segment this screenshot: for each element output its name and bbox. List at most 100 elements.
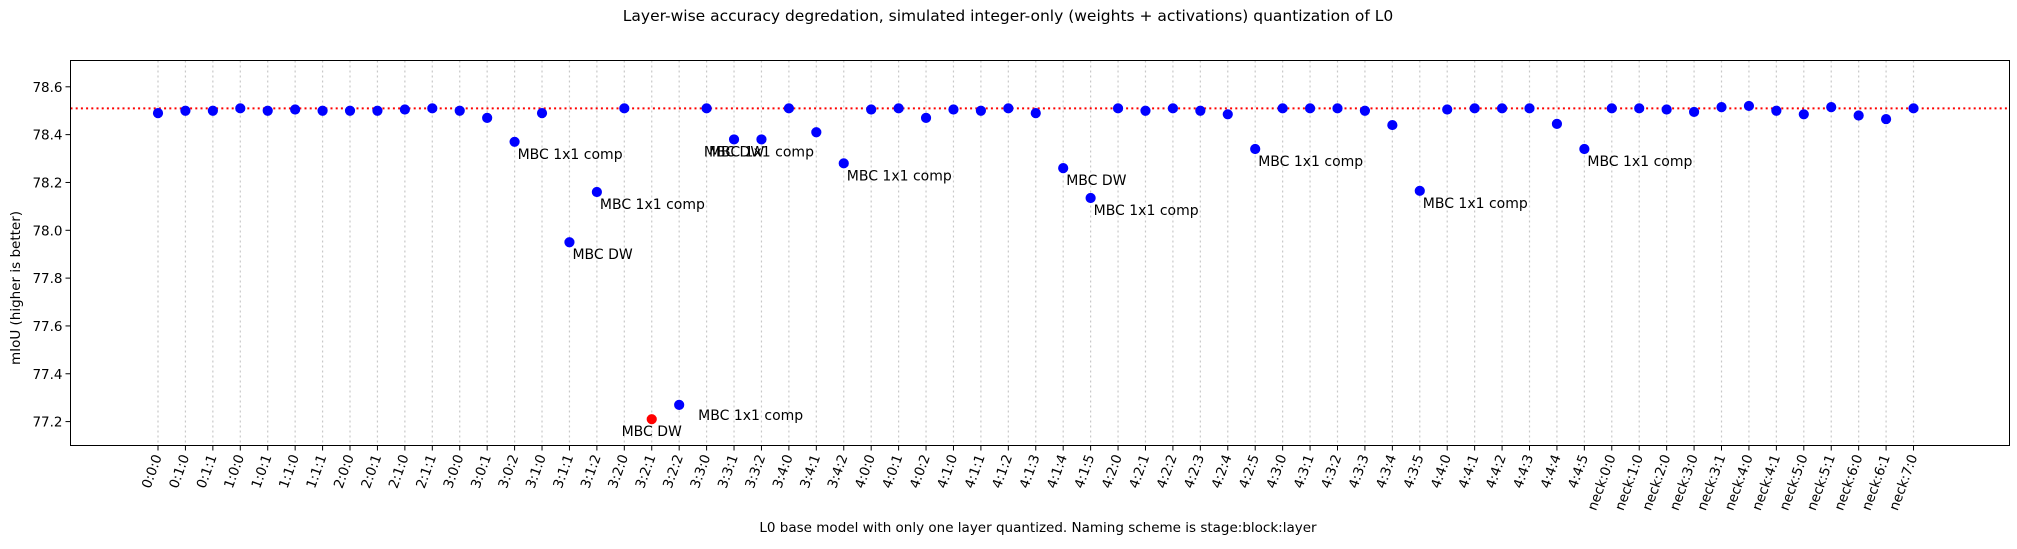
x-tick-label: 3:1:2 bbox=[578, 452, 605, 490]
data-point bbox=[1743, 100, 1755, 112]
data-point bbox=[262, 105, 273, 116]
data-point bbox=[1688, 106, 1700, 118]
x-tick-label: 3:3:1 bbox=[715, 452, 742, 490]
data-point bbox=[1112, 103, 1124, 114]
y-tick-label: 77.4 bbox=[32, 367, 62, 383]
x-tick-label: 2:1:1 bbox=[413, 452, 440, 490]
x-tick-label: 4:4:3 bbox=[1510, 452, 1537, 490]
data-point bbox=[1250, 143, 1261, 155]
data-point bbox=[1003, 103, 1014, 114]
data-point bbox=[1414, 185, 1425, 196]
x-tick-label: 0:1:1 bbox=[194, 452, 221, 490]
data-points bbox=[152, 100, 1919, 425]
x-tick-label: 4:3:5 bbox=[1401, 452, 1428, 490]
x-tick-label: 4:0:2 bbox=[907, 452, 934, 490]
x-tick-label: 3:3:0 bbox=[687, 452, 714, 490]
data-point bbox=[1332, 103, 1343, 114]
data-point bbox=[1277, 103, 1288, 114]
data-point bbox=[756, 134, 767, 145]
x-tick-label: 4:4:4 bbox=[1538, 452, 1565, 490]
data-point bbox=[1387, 119, 1398, 131]
x-tick-label: 3:2:0 bbox=[605, 452, 632, 490]
data-point bbox=[1496, 103, 1508, 114]
x-tick-label: 2:1:0 bbox=[386, 452, 413, 490]
data-point bbox=[1030, 108, 1041, 119]
x-tick-label: 4:1:2 bbox=[989, 452, 1016, 490]
data-point bbox=[536, 108, 548, 119]
x-tick-label: 4:3:4 bbox=[1373, 452, 1400, 490]
annotation-label: MBC 1x1 comp bbox=[1094, 203, 1199, 219]
data-point bbox=[152, 108, 164, 119]
data-point bbox=[1579, 143, 1590, 155]
data-point bbox=[646, 414, 657, 425]
data-point bbox=[1771, 105, 1782, 116]
annotation-label: MBC DW bbox=[704, 144, 764, 160]
x-tick-label: 3:3:2 bbox=[742, 452, 769, 490]
data-point bbox=[372, 105, 383, 116]
data-point bbox=[619, 103, 630, 114]
x-tick-label: 3:4:0 bbox=[770, 452, 797, 490]
x-tick-label: 1:1:0 bbox=[276, 452, 303, 490]
data-point bbox=[454, 105, 465, 116]
x-axis-ticks: 0:0:0 0:1:0 0:1:1 1:0:0 1:0:1 1:1:0 1:1:1 2:0:0… bbox=[139, 445, 1921, 513]
annotation-label: MBC 1x1 comp bbox=[1423, 196, 1528, 212]
annotation-label: MBC DW bbox=[1066, 173, 1126, 189]
x-tick-label: 3:4:2 bbox=[825, 452, 852, 490]
annotation-label: MBC 1x1 comp bbox=[1258, 154, 1363, 170]
annotation-label: MBC 1x1 comp bbox=[698, 408, 803, 424]
y-tick-label: 78.6 bbox=[32, 80, 62, 96]
data-point bbox=[893, 103, 904, 114]
x-tick-label: 4:1:3 bbox=[1017, 452, 1044, 490]
y-tick-label: 77.6 bbox=[32, 319, 62, 335]
data-point bbox=[838, 158, 849, 169]
data-point bbox=[1798, 109, 1809, 120]
chart-title: Layer-wise accuracy degredation, simulat… bbox=[623, 7, 1393, 25]
annotation-label: MBC DW bbox=[572, 247, 632, 263]
data-point bbox=[427, 103, 438, 114]
data-point bbox=[180, 105, 191, 116]
x-tick-label: 4:1:0 bbox=[934, 452, 961, 490]
plot-frame bbox=[70, 60, 2010, 446]
data-point bbox=[866, 104, 877, 115]
x-tick-label: 4:4:5 bbox=[1565, 452, 1592, 490]
x-tick-label: 3:1:1 bbox=[550, 452, 577, 490]
x-tick-label: 0:1:0 bbox=[166, 452, 193, 490]
x-tick-label: 3:0:1 bbox=[468, 452, 495, 490]
x-tick-label: 4:1:1 bbox=[962, 452, 989, 490]
data-point bbox=[1085, 192, 1096, 204]
data-point bbox=[1634, 103, 1645, 114]
x-tick-label: 4:3:1 bbox=[1291, 452, 1318, 490]
data-point bbox=[344, 105, 356, 116]
data-point bbox=[1222, 109, 1233, 120]
annotation-label: MBC 1x1 comp bbox=[847, 168, 952, 184]
x-tick-label: 0:0:0 bbox=[139, 452, 166, 490]
data-point bbox=[701, 103, 712, 114]
data-point bbox=[728, 134, 740, 145]
annotation-label: MBC 1x1 comp bbox=[709, 144, 814, 160]
data-point bbox=[1826, 102, 1837, 113]
data-point bbox=[1167, 103, 1179, 114]
data-point bbox=[1908, 103, 1919, 114]
data-point bbox=[399, 104, 410, 115]
data-point bbox=[482, 112, 493, 123]
x-tick-label: 4:2:1 bbox=[1126, 452, 1153, 490]
x-tick-label: 3:2:1 bbox=[633, 452, 660, 490]
x-tick-label: 3:4:1 bbox=[797, 452, 824, 490]
data-point bbox=[591, 186, 602, 198]
x-tick-label: 4:0:0 bbox=[852, 452, 879, 490]
data-point bbox=[1716, 102, 1727, 113]
data-point bbox=[1195, 105, 1206, 116]
data-point bbox=[1606, 103, 1617, 114]
x-tick-label: 4:2:4 bbox=[1209, 452, 1236, 490]
data-point bbox=[920, 112, 932, 123]
data-point bbox=[1469, 103, 1480, 114]
data-point bbox=[948, 104, 959, 115]
data-point bbox=[1359, 105, 1371, 116]
data-point bbox=[1661, 104, 1672, 115]
x-tick-label: 4:2:0 bbox=[1099, 452, 1126, 490]
y-axis-ticks: 77.2 77.4 77.6 77.8 78.0 78.2 78.4 78.6 bbox=[32, 80, 71, 431]
x-axis-label: L0 base model with only one layer quanti… bbox=[759, 520, 1317, 536]
